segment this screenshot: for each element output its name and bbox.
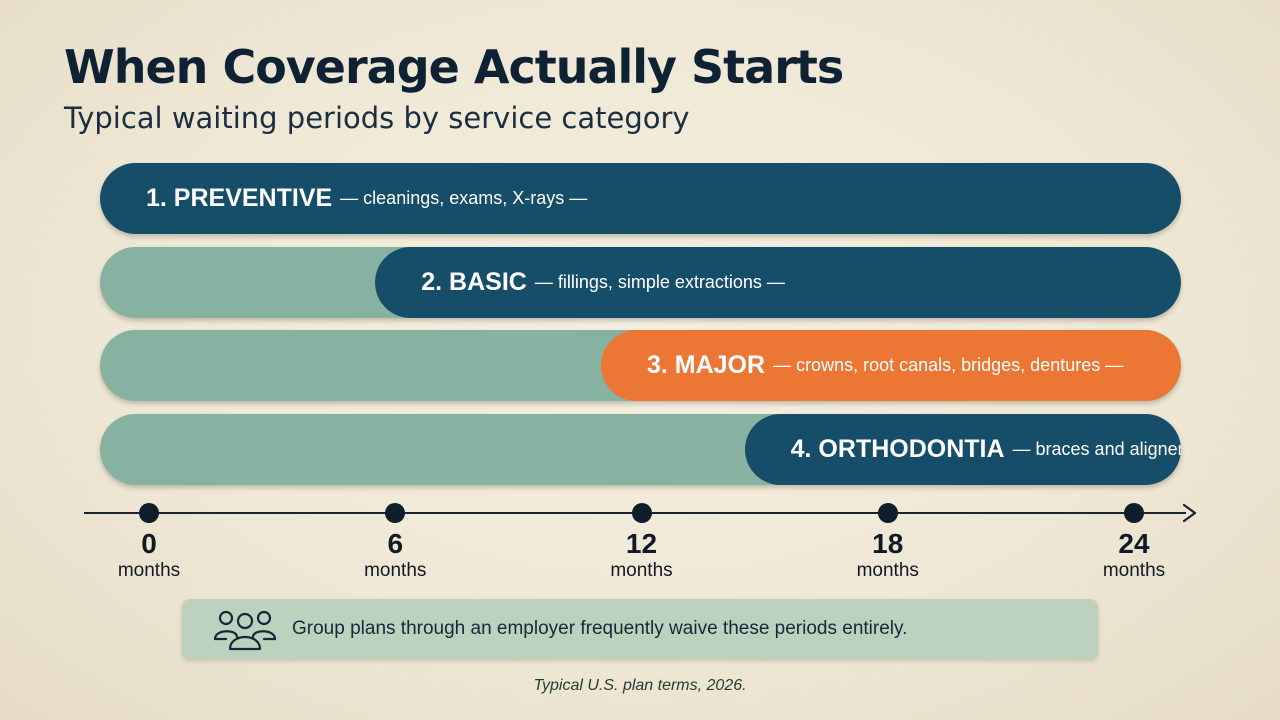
tick-dot	[139, 503, 159, 523]
page-title: When Coverage Actually Starts	[64, 40, 844, 94]
tick-dot	[877, 503, 898, 523]
bar-row-orthodontia: 4. ORTHODONTIA — braces and aligners —	[100, 414, 1181, 485]
tick-dot	[631, 503, 652, 523]
page-subtitle: Typical waiting periods by service categ…	[64, 101, 690, 135]
arrow-right-icon	[1182, 503, 1197, 523]
tick-label: 12	[625, 528, 658, 559]
tick-label: 18	[872, 528, 904, 559]
bar-label-desc: — crowns, root canals, bridges, dentures…	[773, 355, 1124, 375]
bar-label-name: 2. BASIC	[421, 268, 527, 296]
people-group-icon	[213, 610, 277, 651]
bar-row-major: 3. MAJOR — crowns, root canals, bridges,…	[100, 330, 1181, 401]
tick-unit: months	[364, 560, 427, 581]
bar-segment-orthodontia: 4. ORTHODONTIA — braces and aligners —	[744, 414, 1181, 485]
bar-segment-preventive: 1. PREVENTIVE — cleanings, exams, X-rays…	[100, 163, 1181, 234]
bar-label-name: 3. MAJOR	[646, 351, 766, 379]
tick-unit: months	[610, 560, 673, 581]
bar-label-name: 1. PREVENTIVE	[146, 184, 333, 212]
bar-segment-major: 3. MAJOR — crowns, root canals, bridges,…	[600, 330, 1181, 401]
bar-label-desc: — braces and aligners —	[1012, 439, 1181, 459]
tick-dot	[1124, 503, 1144, 523]
tick-unit: months	[856, 560, 919, 581]
tick-label: 0	[141, 528, 157, 559]
tick-label: 24	[1118, 528, 1150, 559]
tick-unit: months	[1102, 560, 1166, 581]
bar-row-preventive: 1. PREVENTIVE — cleanings, exams, X-rays…	[100, 163, 1181, 234]
bar-label-desc: — fillings, simple extractions —	[534, 272, 785, 292]
tick-dot	[385, 503, 406, 523]
bar-row-basic: 2. BASIC — fillings, simple extractions …	[100, 247, 1181, 318]
note-text: Group plans through an employer frequent…	[292, 618, 908, 639]
bar-label-name: 4. ORTHODONTIA	[790, 435, 1005, 463]
source-footnote: Typical U.S. plan terms, 2026.	[533, 677, 747, 694]
tick-unit: months	[117, 560, 181, 581]
group-plan-note: Group plans through an employer frequent…	[182, 599, 1098, 659]
bar-label-desc: — cleanings, exams, X-rays —	[340, 188, 588, 208]
tick-label: 6	[387, 528, 404, 559]
bar-segment-basic: 2. BASIC — fillings, simple extractions …	[375, 247, 1181, 318]
